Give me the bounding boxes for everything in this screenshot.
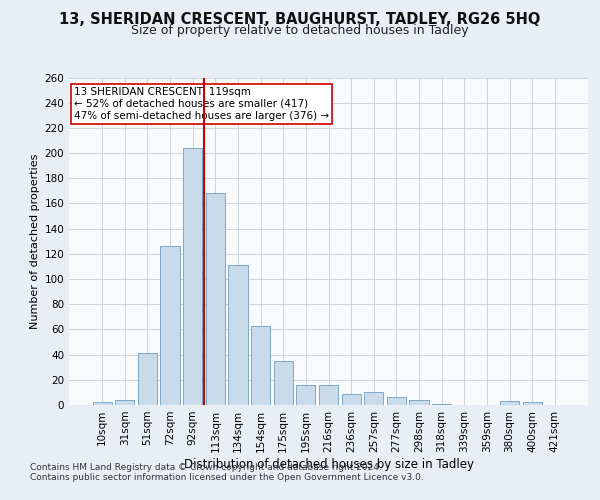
Bar (115, 400, 134, 405)
Bar (432, 404, 451, 405)
Bar (319, 385, 338, 405)
Bar (183, 148, 202, 405)
Text: Contains HM Land Registry data © Crown copyright and database right 2024.: Contains HM Land Registry data © Crown c… (30, 462, 382, 471)
Bar (92, 402, 112, 405)
Bar (160, 246, 180, 405)
Bar (274, 361, 293, 405)
Bar (296, 385, 316, 405)
Text: Size of property relative to detached houses in Tadley: Size of property relative to detached ho… (131, 24, 469, 37)
Bar (138, 354, 157, 405)
Bar (364, 392, 383, 405)
Bar (206, 194, 225, 405)
Text: Contains public sector information licensed under the Open Government Licence v3: Contains public sector information licen… (30, 472, 424, 482)
Bar (523, 402, 542, 405)
Text: 13 SHERIDAN CRESCENT: 119sqm
← 52% of detached houses are smaller (417)
47% of s: 13 SHERIDAN CRESCENT: 119sqm ← 52% of de… (74, 88, 329, 120)
Bar (387, 398, 406, 405)
Bar (341, 394, 361, 405)
Bar (251, 326, 270, 405)
Bar (409, 400, 428, 405)
Y-axis label: Number of detached properties: Number of detached properties (30, 154, 40, 329)
X-axis label: Distribution of detached houses by size in Tadley: Distribution of detached houses by size … (184, 458, 473, 470)
Text: 13, SHERIDAN CRESCENT, BAUGHURST, TADLEY, RG26 5HQ: 13, SHERIDAN CRESCENT, BAUGHURST, TADLEY… (59, 12, 541, 28)
Bar (229, 265, 248, 405)
Bar (500, 401, 519, 405)
